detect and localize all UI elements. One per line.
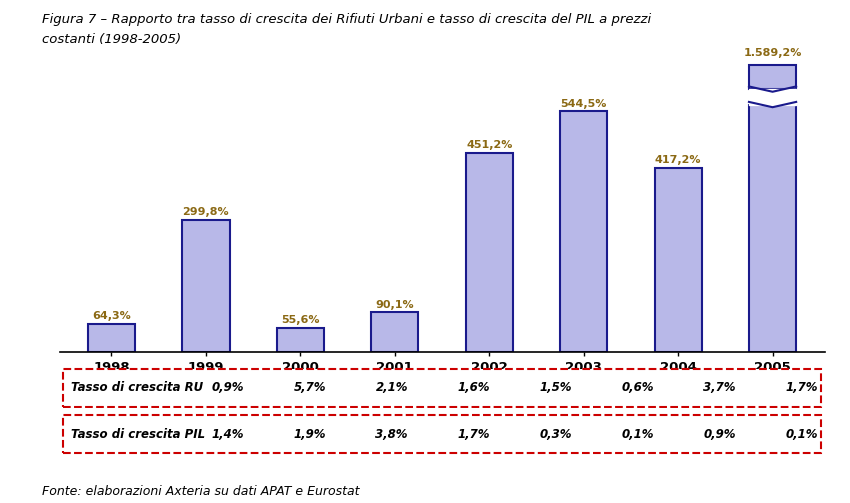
Text: 5,7%: 5,7% <box>293 381 326 394</box>
Text: 1,7%: 1,7% <box>785 381 818 394</box>
Text: 451,2%: 451,2% <box>466 140 513 150</box>
Text: 1,7%: 1,7% <box>457 428 490 441</box>
Text: 0,3%: 0,3% <box>540 428 572 441</box>
Polygon shape <box>749 89 796 105</box>
Bar <box>371 312 418 352</box>
Bar <box>749 65 796 89</box>
Text: costanti (1998-2005): costanti (1998-2005) <box>42 33 182 46</box>
Bar <box>560 112 607 352</box>
Bar <box>466 152 513 352</box>
Text: 417,2%: 417,2% <box>654 155 701 165</box>
Bar <box>182 220 230 352</box>
Text: Figura 7 – Rapporto tra tasso di crescita dei Rifiuti Urbani e tasso di crescita: Figura 7 – Rapporto tra tasso di crescit… <box>42 13 652 26</box>
Text: 1,4%: 1,4% <box>212 428 244 441</box>
FancyBboxPatch shape <box>64 415 820 453</box>
Bar <box>277 327 324 352</box>
Text: 55,6%: 55,6% <box>281 315 320 325</box>
FancyBboxPatch shape <box>64 369 820 407</box>
Bar <box>88 323 135 352</box>
Text: Tasso di crescita PIL: Tasso di crescita PIL <box>71 428 205 441</box>
Bar <box>749 105 796 352</box>
Bar <box>654 167 702 352</box>
Text: 0,9%: 0,9% <box>703 428 736 441</box>
Text: 0,1%: 0,1% <box>621 428 654 441</box>
Text: 1.589,2%: 1.589,2% <box>744 48 802 58</box>
Text: Fonte: elaborazioni Axteria su dati APAT e Eurostat: Fonte: elaborazioni Axteria su dati APAT… <box>42 485 360 498</box>
Text: 3,8%: 3,8% <box>376 428 408 441</box>
Text: 0,1%: 0,1% <box>785 428 818 441</box>
Text: 90,1%: 90,1% <box>376 300 414 310</box>
Text: 64,3%: 64,3% <box>92 311 131 321</box>
Text: 0,9%: 0,9% <box>212 381 244 394</box>
Text: 544,5%: 544,5% <box>560 99 607 109</box>
Text: 1,5%: 1,5% <box>540 381 572 394</box>
Text: 0,6%: 0,6% <box>621 381 654 394</box>
Text: 3,7%: 3,7% <box>703 381 736 394</box>
Text: Tasso di crescita RU: Tasso di crescita RU <box>71 381 203 394</box>
Text: 2,1%: 2,1% <box>376 381 408 394</box>
Text: 299,8%: 299,8% <box>183 207 230 217</box>
Text: 1,9%: 1,9% <box>293 428 326 441</box>
Text: 1,6%: 1,6% <box>457 381 490 394</box>
